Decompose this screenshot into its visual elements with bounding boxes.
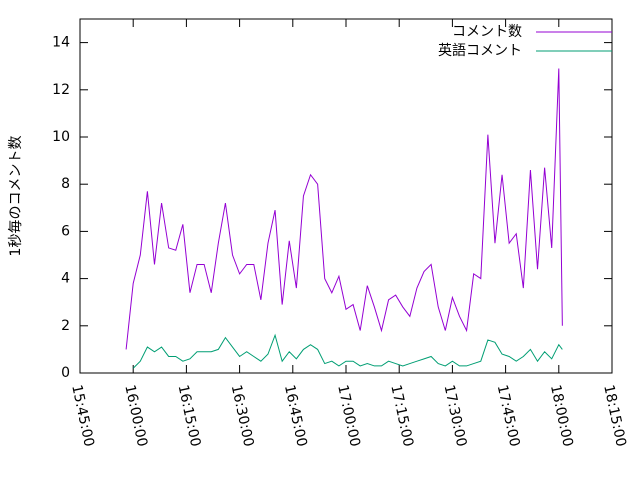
x-tick-label: 18:00:00 [547,383,576,448]
legend-label: 英語コメント [438,42,522,59]
y-axis-label: 1秒毎のコメント数 [8,136,24,257]
y-tick-label: 4 [61,271,70,287]
x-tick-label: 16:15:00 [175,383,204,448]
x-tick-label: 16:30:00 [228,383,257,448]
x-tick-label: 17:00:00 [334,383,363,448]
x-tick-label: 16:45:00 [281,383,310,448]
y-tick-label: 14 [52,35,70,51]
x-tick-label: 15:45:00 [68,383,97,448]
y-tick-label: 2 [61,318,70,334]
y-tick-label: 0 [61,365,70,381]
series-line [132,333,563,369]
x-tick-label: 17:30:00 [441,383,470,448]
y-tick-label: 10 [52,129,70,145]
y-tick-label: 8 [61,176,70,192]
series-line [125,68,563,350]
y-tick-label: 12 [52,82,70,98]
x-tick-label: 17:15:00 [387,383,416,448]
x-tick-label: 18:15:00 [600,383,629,448]
y-tick-label: 6 [61,223,70,239]
x-tick-label: 16:00:00 [121,383,150,448]
legend-label: コメント数 [452,24,522,40]
x-tick-label: 17:45:00 [494,383,523,448]
